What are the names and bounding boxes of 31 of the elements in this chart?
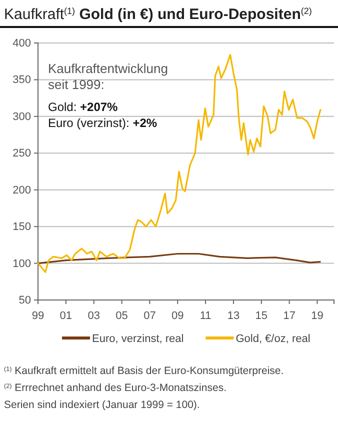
x-tick-label: 11 <box>200 310 212 322</box>
y-tick-label: 100 <box>12 258 31 270</box>
x-tick-label: 13 <box>227 310 240 322</box>
text: Serien sind indexiert (Januar 1999 = 100). <box>4 399 200 411</box>
annotation: Gold: +207% <box>48 100 118 114</box>
line-series <box>37 252 321 264</box>
legend-label: Gold, €/oz, real <box>236 333 310 345</box>
legend-label: Euro, verzinst, real <box>92 333 184 345</box>
x-tick-label: 15 <box>255 310 268 322</box>
annotation: Euro (verzinst): +2% <box>48 116 158 130</box>
x-tick-label: 05 <box>116 310 128 322</box>
x-tick-label: 03 <box>88 310 100 322</box>
x-tick-label: 99 <box>32 310 44 322</box>
y-tick-label: 50 <box>18 294 31 307</box>
text: $^{(1)}$ Kaufkraft ermittelt auf Basis der Euro-Konsumgüterpreise. <box>4 365 284 377</box>
y-tick-label: 300 <box>12 110 31 123</box>
x-tick-label: 19 <box>311 310 324 322</box>
y-tick-label: 400 <box>12 38 31 50</box>
chart-title: Kaufkraft$^{(1)}$ Gold (in €) und Euro-Depositen$^{(2)}$ <box>4 6 312 23</box>
x-tick-label: 09 <box>172 310 184 322</box>
x-tick-label: 07 <box>144 310 156 322</box>
x-tick-label: 17 <box>283 310 296 322</box>
y-tick-label: 200 <box>12 184 31 196</box>
x-tick-label: 01 <box>60 310 72 322</box>
y-tick-label: 250 <box>12 148 31 160</box>
annotation: Kaufkraftentwicklung <box>48 61 168 76</box>
annotation: seit 1999: <box>48 77 104 92</box>
y-tick-label: 350 <box>12 74 31 86</box>
text: $^{(2)}$ Errrechnet anhand des Euro-3-Monatszinses. <box>4 382 226 394</box>
line-series <box>37 54 322 273</box>
y-tick-label: 150 <box>12 221 31 234</box>
